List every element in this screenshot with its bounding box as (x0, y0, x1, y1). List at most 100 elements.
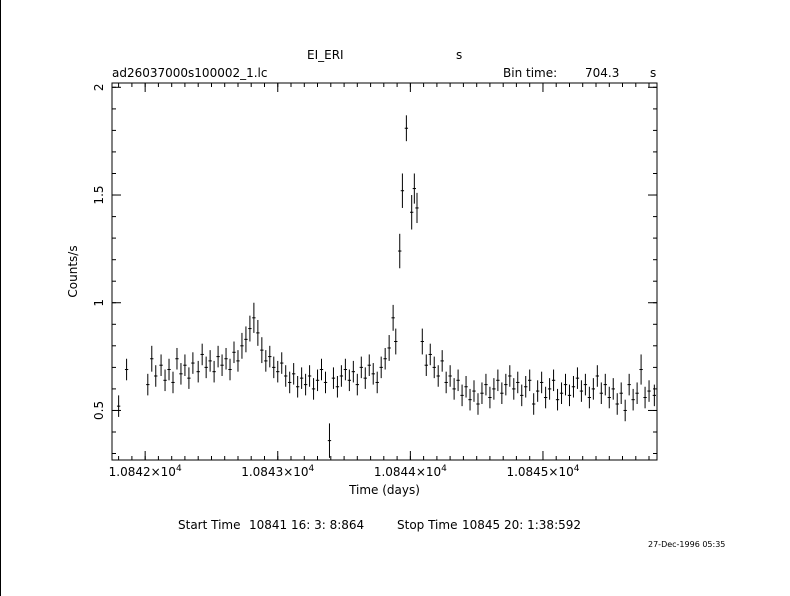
bin-time-value: 704.3 (585, 66, 620, 80)
data-point (212, 360, 216, 383)
data-point (154, 365, 158, 387)
data-point (448, 365, 452, 387)
data-point (335, 375, 340, 398)
data-point (272, 356, 276, 379)
data-point (551, 369, 556, 392)
data-point (200, 343, 204, 366)
data-point (555, 388, 560, 411)
data-point (276, 360, 280, 383)
start-time-label: Start Time (178, 518, 241, 532)
data-point (583, 373, 588, 396)
data-point (436, 365, 440, 387)
data-point (260, 337, 264, 364)
y-tick-label: 1 (92, 299, 106, 307)
data-point (603, 373, 607, 396)
bin-time-unit: s (650, 66, 657, 80)
data-point (171, 371, 175, 394)
data-point (539, 371, 544, 394)
data-point (599, 382, 603, 404)
data-point (516, 371, 520, 394)
data-point (579, 380, 584, 402)
data-point (248, 315, 252, 342)
data-point (424, 354, 428, 376)
data-point (611, 378, 615, 400)
data-point (220, 354, 224, 376)
data-point (146, 373, 150, 396)
x-tick-label: 1.0844×104 (374, 464, 447, 479)
data-point (379, 356, 383, 379)
data-point (412, 173, 416, 204)
data-point (543, 386, 548, 409)
data-point (547, 378, 552, 400)
data-point (323, 371, 328, 394)
data-point (428, 343, 432, 366)
file-name: ad26037000s100002_1.lc (112, 66, 268, 80)
data-point (175, 347, 179, 370)
data-points (116, 115, 657, 458)
data-point (476, 393, 480, 415)
data-point (587, 386, 592, 409)
data-point (327, 423, 332, 458)
data-point (440, 350, 444, 372)
data-point (615, 393, 619, 415)
data-point (404, 115, 409, 142)
data-point (252, 302, 256, 333)
object-name: EI_ERI (307, 48, 344, 62)
data-point (652, 384, 657, 407)
y-tick-labels: 0.5 1 1.5 2 (92, 83, 106, 420)
x-axis-label: Time (days) (348, 483, 420, 497)
y-tick-label: 1.5 (92, 185, 106, 204)
data-point (484, 373, 488, 396)
start-time-value: 10841 16: 3: 8:864 (249, 518, 365, 532)
data-point (196, 360, 200, 383)
data-point (532, 393, 536, 415)
data-point (468, 388, 472, 411)
data-point (452, 378, 456, 400)
data-point (371, 363, 375, 385)
data-point (179, 363, 183, 385)
data-point (339, 365, 344, 387)
data-point (627, 373, 631, 396)
data-point (355, 373, 359, 396)
data-point (303, 373, 308, 396)
data-point (167, 358, 171, 381)
data-point (444, 371, 448, 394)
data-point (398, 233, 402, 269)
data-point (116, 395, 121, 417)
data-point (363, 367, 367, 389)
data-point (159, 354, 163, 376)
data-point (635, 382, 639, 404)
data-point (535, 380, 540, 402)
data-point (331, 367, 336, 389)
data-point (623, 399, 627, 422)
data-point (367, 354, 371, 376)
data-point (410, 195, 414, 230)
y-axis-label: Counts/s (66, 245, 80, 297)
data-point (432, 356, 436, 379)
object-unit: s (456, 48, 463, 62)
data-point (508, 365, 512, 387)
data-point (500, 382, 504, 404)
plot-timestamp: 27-Dec-1996 05:35 (648, 540, 726, 549)
data-point (191, 352, 195, 374)
data-point (480, 382, 484, 404)
data-point (311, 378, 316, 400)
data-point (631, 388, 635, 411)
data-point (224, 347, 228, 370)
data-point (244, 326, 248, 353)
data-point (456, 369, 460, 392)
data-point (292, 363, 296, 385)
minor-ticks (112, 83, 657, 460)
data-point (464, 375, 468, 398)
data-point (264, 350, 268, 372)
data-point (460, 384, 464, 407)
data-point (375, 371, 379, 394)
data-point (343, 358, 348, 381)
data-point (387, 335, 391, 361)
data-point (512, 378, 516, 400)
data-point (504, 373, 508, 396)
data-point (619, 382, 623, 404)
data-point (520, 384, 524, 407)
data-point (183, 354, 187, 376)
